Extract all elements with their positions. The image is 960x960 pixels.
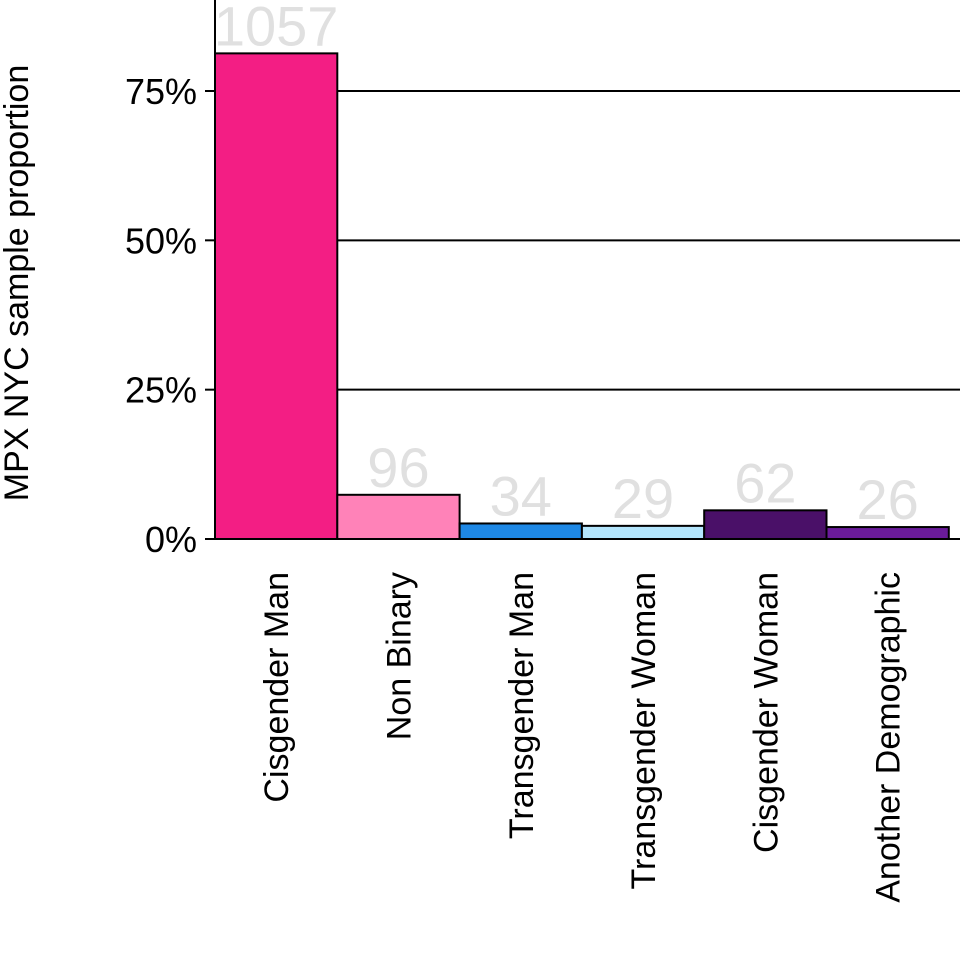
y-tick-label: 50% xyxy=(125,220,197,261)
gridlines xyxy=(215,90,960,391)
x-tick-label: Cisgender Woman xyxy=(747,572,785,853)
bar xyxy=(336,493,461,540)
count-label: 34 xyxy=(490,464,552,527)
count-labels: 1057 96 34 29 62 26 xyxy=(214,0,919,531)
x-tick-label: Transgender Man xyxy=(503,572,541,839)
y-tick-label: 25% xyxy=(125,370,197,411)
x-tick-label: Another Demographic xyxy=(870,572,908,903)
x-axis: Cisgender Man Non Binary Transgender Man Tr… xyxy=(215,538,960,903)
bar xyxy=(703,509,828,541)
y-tick-label: 75% xyxy=(125,71,197,112)
count-label: 26 xyxy=(857,468,919,531)
bar xyxy=(214,52,339,540)
count-label: 62 xyxy=(734,451,796,514)
count-label: 29 xyxy=(612,467,674,530)
y-tick-label: 0% xyxy=(145,519,197,560)
count-label: 96 xyxy=(367,436,429,499)
bars xyxy=(214,52,950,541)
y-axis: 0% 25% 50% 75% xyxy=(125,0,216,560)
y-axis-title: MPX NYC sample proportion xyxy=(0,65,36,502)
x-tick-label: Transgender Woman xyxy=(625,572,663,890)
x-tick-label: Cisgender Man xyxy=(258,572,296,803)
x-tick-label: Non Binary xyxy=(380,572,418,740)
count-label: 1057 xyxy=(214,0,339,57)
